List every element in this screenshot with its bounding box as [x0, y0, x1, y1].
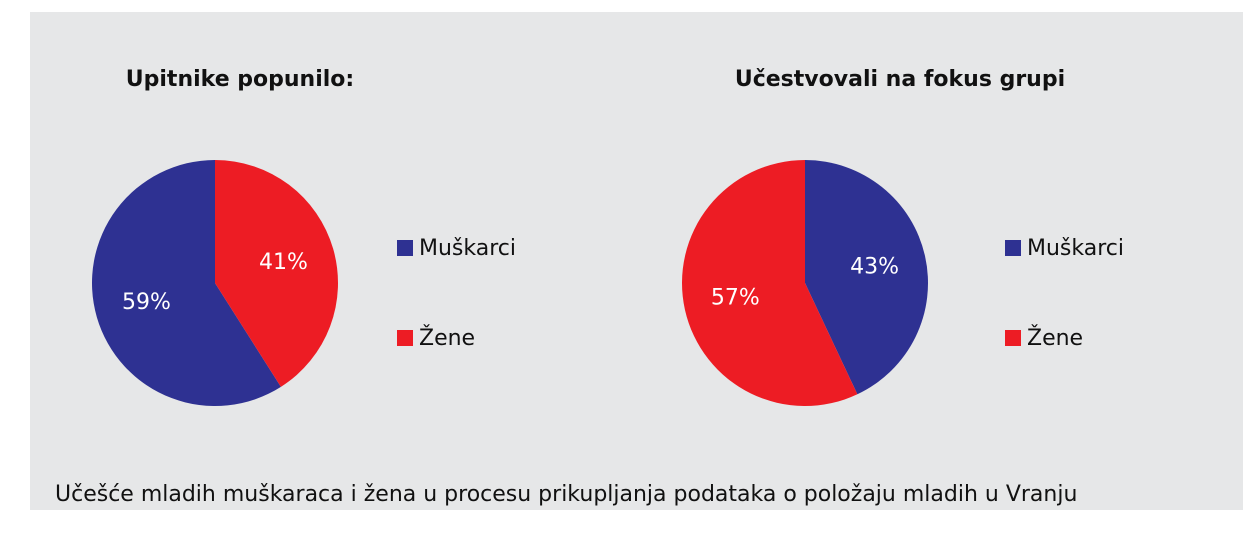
legend-label: Muškarci — [1027, 236, 1124, 261]
legend-label: Muškarci — [419, 236, 516, 261]
legend-swatch — [1005, 240, 1021, 256]
chart-title: Upitnike popunilo: — [126, 67, 354, 92]
pie-slice — [215, 159, 338, 387]
legend-swatch — [1005, 330, 1021, 346]
pie-slice — [91, 160, 281, 407]
value-label: 43% — [850, 254, 899, 279]
value-label: 41% — [259, 250, 308, 275]
caption: Učešće mladih muškaraca i žena u procesu… — [55, 482, 1077, 507]
pie-slice — [681, 160, 858, 407]
legend-swatch — [397, 240, 413, 256]
legend-swatch — [397, 330, 413, 346]
legend-label: Žene — [1027, 325, 1083, 351]
pie-slice — [805, 160, 928, 395]
legend-label: Žene — [419, 325, 475, 351]
chart-title: Učestvovali na fokus grupi — [735, 67, 1065, 92]
value-label: 59% — [122, 290, 171, 315]
value-label: 57% — [711, 286, 760, 311]
